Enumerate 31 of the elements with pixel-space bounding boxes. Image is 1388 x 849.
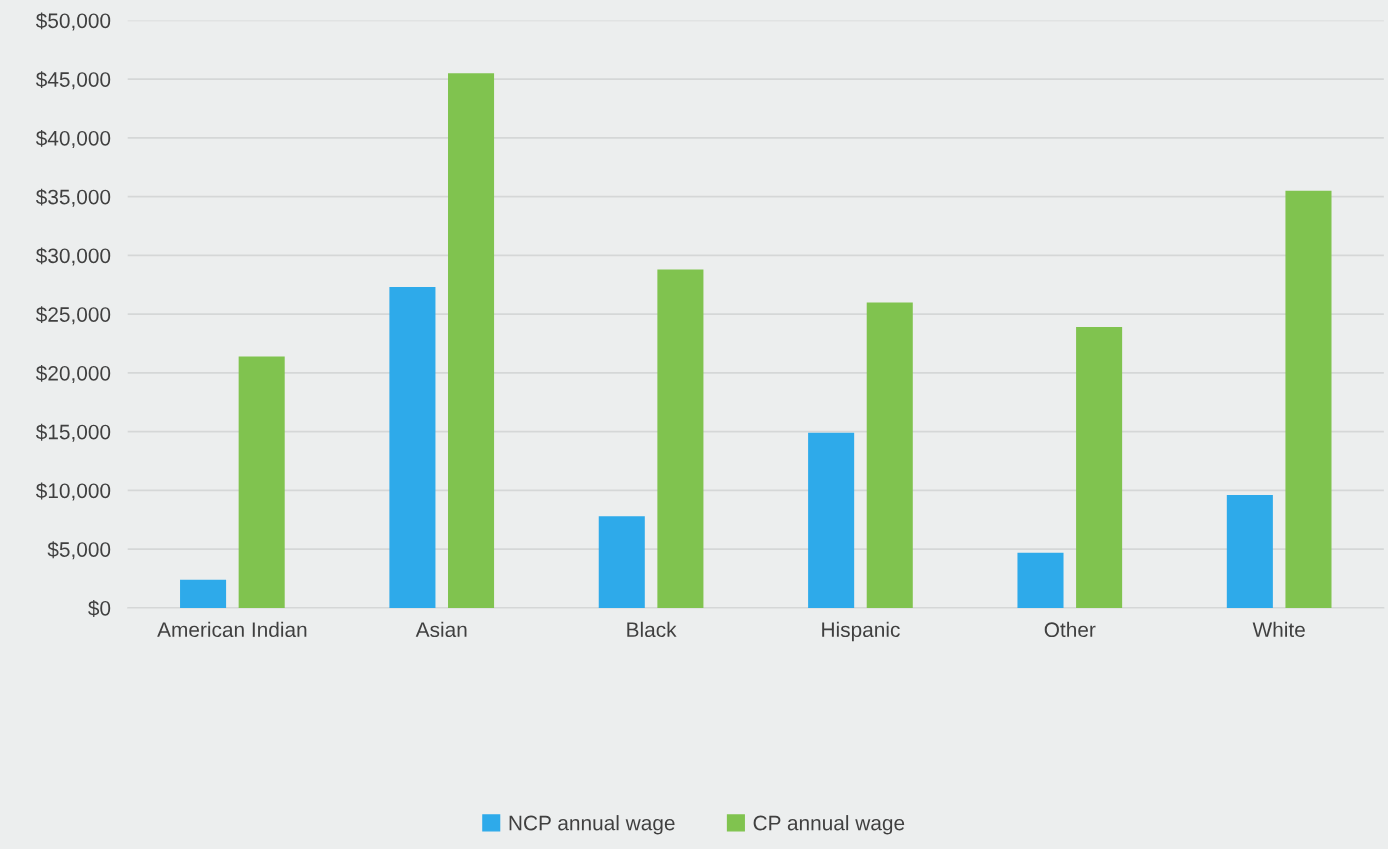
legend-label: NCP annual wage	[509, 815, 675, 835]
bar	[657, 269, 704, 608]
bar	[448, 73, 495, 608]
x-tick-label: Black	[627, 621, 677, 638]
bar	[1017, 552, 1064, 608]
bar	[866, 302, 913, 608]
bar	[598, 516, 645, 608]
x-tick-label: Asian	[415, 621, 467, 638]
x-tick-label: Hispanic	[822, 621, 900, 642]
y-tick-label: $20,000	[35, 365, 111, 384]
bar	[1285, 190, 1332, 608]
y-tick-label: $35,000	[35, 188, 111, 207]
legend-label: CP annual wage	[753, 815, 905, 835]
y-tick-label: $25,000	[35, 306, 111, 325]
bar	[238, 356, 285, 608]
bar	[389, 287, 436, 608]
y-tick-label: $10,000	[35, 482, 111, 501]
x-tick-label: American Indian	[157, 621, 307, 638]
y-tick-label: $5,000	[47, 541, 111, 560]
x-tick-label: White	[1252, 621, 1305, 638]
x-tick-label: Other	[1044, 621, 1096, 638]
y-tick-label: $0	[88, 600, 111, 617]
bar	[180, 579, 227, 608]
y-tick-label: $40,000	[35, 130, 111, 149]
y-tick-label: $15,000	[35, 423, 111, 442]
bar	[1226, 495, 1273, 608]
y-tick-label: $45,000	[35, 71, 111, 90]
y-tick-label: $50,000	[35, 12, 111, 31]
bar	[808, 432, 855, 608]
y-tick-label: $30,000	[35, 247, 111, 266]
bar	[1076, 327, 1123, 608]
